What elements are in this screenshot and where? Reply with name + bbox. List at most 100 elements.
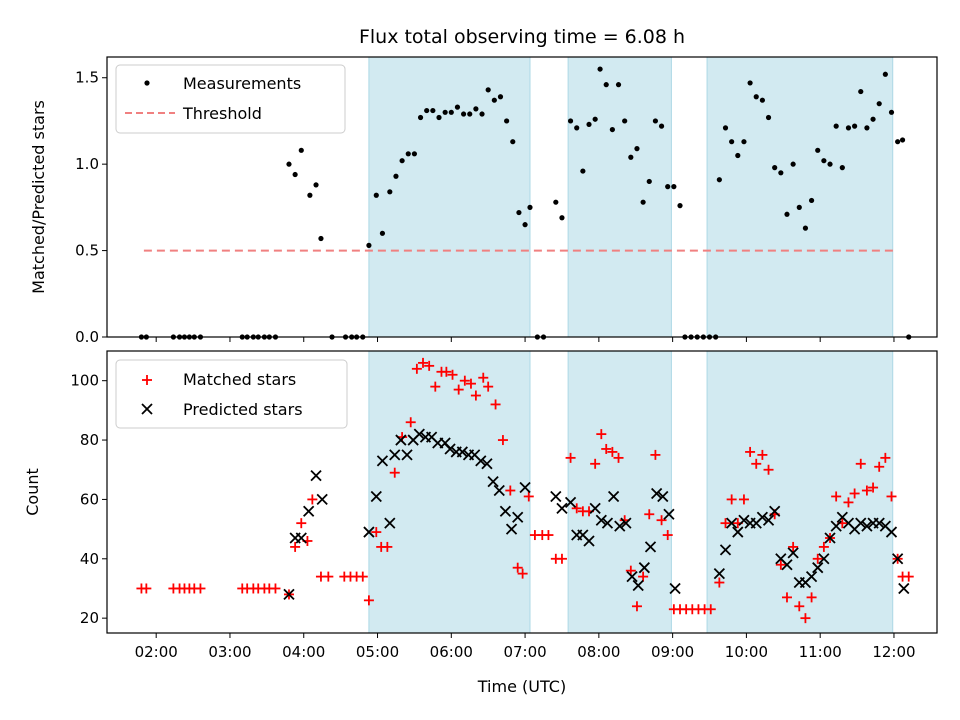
top-legend: Measurements Threshold bbox=[115, 64, 346, 134]
predicted-star-point bbox=[787, 547, 799, 559]
predicted-star-point bbox=[632, 579, 644, 592]
top-shaded-spans bbox=[368, 56, 894, 338]
predicted-star-point bbox=[370, 490, 382, 503]
predicted-star-point bbox=[519, 481, 531, 494]
y-tick-label: 0.5 bbox=[75, 242, 99, 260]
matched-star-point bbox=[631, 601, 642, 612]
matched-star-point bbox=[763, 464, 774, 475]
predicted-star-point bbox=[873, 517, 885, 529]
matched-star-point bbox=[705, 604, 716, 615]
measurement-point bbox=[802, 225, 809, 231]
measurement-point bbox=[722, 125, 729, 131]
matched-star-point bbox=[565, 452, 576, 463]
matched-star-point bbox=[874, 461, 885, 472]
predicted-star-point bbox=[812, 562, 824, 574]
x-tick-label: 07:00 bbox=[503, 643, 546, 661]
measurement-point bbox=[858, 88, 864, 95]
measurement-point bbox=[318, 235, 324, 242]
bottom-y-axis-label: Count bbox=[23, 468, 42, 516]
top-span-1 bbox=[567, 56, 672, 338]
measurement-point bbox=[634, 146, 640, 152]
measurement-point bbox=[379, 230, 386, 236]
predicted-star-point bbox=[824, 532, 836, 544]
measurement-point bbox=[772, 165, 778, 171]
predicted-star-point bbox=[713, 567, 725, 580]
matched-star-point bbox=[638, 571, 649, 582]
chart-title: Flux total observing time = 6.08 h bbox=[359, 26, 685, 48]
matched-star-point bbox=[831, 491, 842, 502]
measurement-point bbox=[442, 109, 448, 115]
predicted-star-point bbox=[475, 455, 487, 467]
measurement-point bbox=[286, 161, 292, 167]
predicted-star-point bbox=[303, 505, 315, 517]
matched-star-point bbox=[625, 565, 636, 576]
measurements-points bbox=[138, 66, 912, 340]
measurement-point bbox=[313, 182, 319, 188]
legend-measurements-label: Measurements bbox=[183, 74, 301, 93]
matched-star-point bbox=[613, 452, 624, 463]
x-axis-label: Time (UTC) bbox=[477, 677, 566, 696]
measurement-point bbox=[765, 114, 772, 121]
x-tick-label: 05:00 bbox=[356, 643, 399, 661]
bottom-shaded-spans bbox=[368, 350, 894, 634]
predicted-star-point bbox=[564, 496, 577, 509]
predicted-star-point bbox=[505, 523, 518, 535]
measurement-point bbox=[870, 116, 876, 122]
bottom-plot-frame bbox=[106, 350, 938, 634]
matched-star-point bbox=[441, 366, 452, 377]
x-tick-label: 09:00 bbox=[651, 643, 694, 661]
top-legend-box bbox=[115, 64, 346, 134]
matched-star-point bbox=[794, 601, 805, 612]
predicted-star-point bbox=[583, 535, 595, 547]
matched-star-point bbox=[470, 390, 481, 401]
top-x-ticks bbox=[155, 337, 895, 342]
matched-star-point bbox=[656, 515, 667, 526]
measurement-point bbox=[658, 123, 665, 129]
measurement-point bbox=[473, 106, 479, 112]
measurement-point bbox=[839, 165, 845, 171]
measurement-point bbox=[677, 203, 683, 209]
predicted-star-point bbox=[762, 514, 775, 526]
matched-star-point bbox=[323, 571, 334, 582]
matched-star-point bbox=[596, 429, 607, 440]
predicted-star-point bbox=[638, 562, 650, 574]
measurement-point bbox=[467, 111, 473, 117]
matched-star-point bbox=[459, 375, 470, 386]
matched-star-point bbox=[644, 509, 655, 520]
measurement-point bbox=[399, 158, 405, 164]
measurement-point bbox=[553, 199, 559, 205]
matched-star-point bbox=[650, 449, 661, 460]
measurement-point bbox=[497, 94, 504, 100]
predicted-star-point bbox=[738, 514, 750, 526]
matched-star-point bbox=[601, 443, 612, 454]
matched-star-point bbox=[411, 363, 422, 374]
matched-star-point bbox=[903, 571, 914, 582]
predicted-star-point bbox=[732, 526, 744, 538]
predicted-star-point bbox=[310, 470, 322, 482]
measurement-point bbox=[417, 114, 424, 121]
predicted-star-point bbox=[401, 449, 413, 461]
measurement-point bbox=[827, 161, 833, 167]
predicted-star-point bbox=[614, 520, 626, 532]
matched-star-point bbox=[571, 503, 582, 514]
measurement-point bbox=[864, 125, 870, 131]
x-tick-label: 04:00 bbox=[282, 643, 325, 661]
predicted-star-point bbox=[805, 570, 818, 583]
predicted-star-point bbox=[295, 532, 307, 544]
legend-measurements-marker bbox=[144, 80, 150, 86]
matched-star-point bbox=[141, 583, 152, 594]
measurement-point bbox=[796, 204, 802, 210]
predicted-star-point bbox=[550, 490, 562, 503]
predicted-star-point bbox=[885, 526, 898, 538]
matched-star-point bbox=[662, 530, 673, 541]
predicted-star-point bbox=[384, 517, 396, 529]
measurement-point bbox=[479, 111, 485, 117]
predicted-star-point bbox=[376, 455, 389, 467]
matched-star-point bbox=[855, 458, 866, 469]
matched-star-point bbox=[195, 583, 206, 594]
predicted-stars-points bbox=[283, 428, 910, 601]
y-tick-label: 0.0 bbox=[75, 328, 99, 346]
measurement-point bbox=[504, 118, 510, 124]
matched-star-point bbox=[726, 494, 737, 505]
matched-star-point bbox=[812, 553, 823, 564]
